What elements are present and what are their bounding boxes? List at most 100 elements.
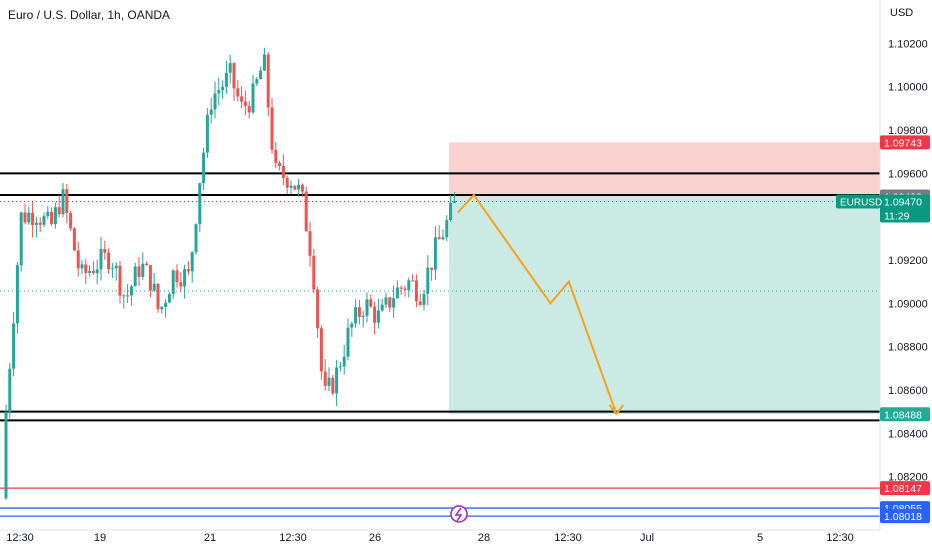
symbol-label: EURUSD — [840, 198, 882, 209]
candle-body — [53, 207, 57, 225]
candle-body — [251, 83, 255, 113]
price-tag-bg — [880, 135, 930, 150]
candle-body — [243, 101, 247, 106]
chart-title: Euro / U.S. Dollar, 1h, OANDA — [8, 8, 171, 22]
candle-body — [392, 298, 396, 308]
candle-body — [270, 107, 274, 150]
candle-body — [357, 307, 361, 317]
candle-body — [304, 191, 308, 232]
last-price-tag-bg — [880, 194, 930, 223]
candle-body — [164, 302, 168, 307]
candle-body — [411, 280, 415, 282]
candle-body — [72, 228, 76, 251]
candle-body — [376, 310, 380, 323]
candle-body — [308, 231, 312, 256]
y-tick-label: 1.10000 — [888, 82, 928, 94]
x-tick-label: 26 — [369, 532, 381, 544]
projection-arrowhead — [608, 404, 625, 416]
x-tick-label: 28 — [478, 532, 490, 544]
countdown-label: 11:29 — [884, 211, 910, 223]
candle-body — [186, 269, 190, 272]
candle-body — [430, 267, 434, 270]
candle-body — [205, 114, 209, 153]
candle-body — [19, 212, 23, 266]
candle-body — [4, 411, 8, 499]
candle-body — [99, 249, 103, 270]
candle-body — [38, 222, 42, 225]
candle-body — [65, 189, 69, 213]
symbol-label-bg — [836, 194, 880, 209]
price-tag-label: 1.09743 — [884, 137, 922, 149]
candle-body — [137, 266, 141, 277]
candle-body — [327, 377, 331, 386]
candle-body — [236, 88, 240, 97]
x-tick-label: 21 — [204, 532, 216, 544]
x-tick-label: 12:30 — [6, 532, 34, 544]
candle-body — [316, 289, 320, 329]
candle-body — [232, 63, 236, 89]
candle-body — [209, 109, 213, 115]
candle-body — [183, 269, 187, 287]
candle-body — [57, 207, 61, 215]
x-tick-label: 12:30 — [279, 532, 307, 544]
candle-body — [202, 152, 206, 184]
candle-body — [107, 252, 111, 270]
candle-body — [274, 149, 278, 163]
candle-body — [84, 264, 88, 274]
projection-line — [457, 193, 618, 415]
candle-body — [179, 282, 183, 287]
candle-body — [80, 264, 84, 269]
candle-body — [240, 96, 244, 102]
y-tick-label: 1.09200 — [888, 255, 928, 267]
candle-body — [145, 263, 149, 266]
candle-body — [373, 306, 377, 323]
reward-zone — [449, 196, 880, 415]
risk-zone — [449, 142, 880, 197]
candles — [4, 47, 456, 500]
candle-body — [262, 54, 266, 71]
candle-body — [12, 323, 16, 369]
candle-body — [114, 265, 118, 269]
chart-misc — [450, 505, 468, 523]
candle-body — [23, 212, 27, 223]
candle-body — [312, 255, 316, 290]
candle-body — [91, 270, 95, 274]
lightning-icon — [450, 505, 468, 523]
candle-body — [369, 299, 373, 307]
y-tick-label: 1.08400 — [888, 428, 928, 440]
candle-body — [422, 293, 426, 305]
price-tag-bg — [880, 407, 930, 422]
candle-body — [224, 72, 228, 87]
candle-body — [167, 294, 171, 303]
x-tick-label: 12:30 — [554, 532, 582, 544]
candle-body — [61, 189, 65, 215]
y-tick-label: 1.08800 — [888, 342, 928, 354]
price-tag-label: 1.08488 — [884, 409, 922, 421]
candle-body — [156, 283, 160, 310]
y-tick-label: 1.09600 — [888, 168, 928, 180]
candle-body — [228, 63, 232, 73]
candle-body — [452, 201, 456, 203]
y-tick-label: 1.08200 — [888, 472, 928, 484]
candle-body — [354, 307, 358, 324]
position-zones — [449, 142, 880, 415]
candle-body — [300, 184, 304, 192]
lightning-icon-glyph — [454, 507, 463, 522]
candle-body — [152, 283, 156, 291]
candle-body — [118, 265, 122, 296]
price-tags: 1.097431.094931.084881.081471.080551.080… — [836, 135, 930, 524]
candle-body — [388, 297, 392, 308]
y-tick-label: 1.10200 — [888, 38, 928, 50]
x-tick-label: 19 — [94, 532, 106, 544]
projection-path — [457, 193, 625, 416]
candle-body — [346, 327, 350, 357]
candle-body — [34, 222, 38, 225]
candle-body — [133, 266, 137, 287]
candle-body — [449, 202, 453, 221]
y-tick-label: 1.08600 — [888, 385, 928, 397]
horizontal-levels — [0, 172, 880, 517]
candle-body — [278, 162, 282, 167]
candle-body — [297, 184, 301, 190]
candle-body — [342, 356, 346, 367]
